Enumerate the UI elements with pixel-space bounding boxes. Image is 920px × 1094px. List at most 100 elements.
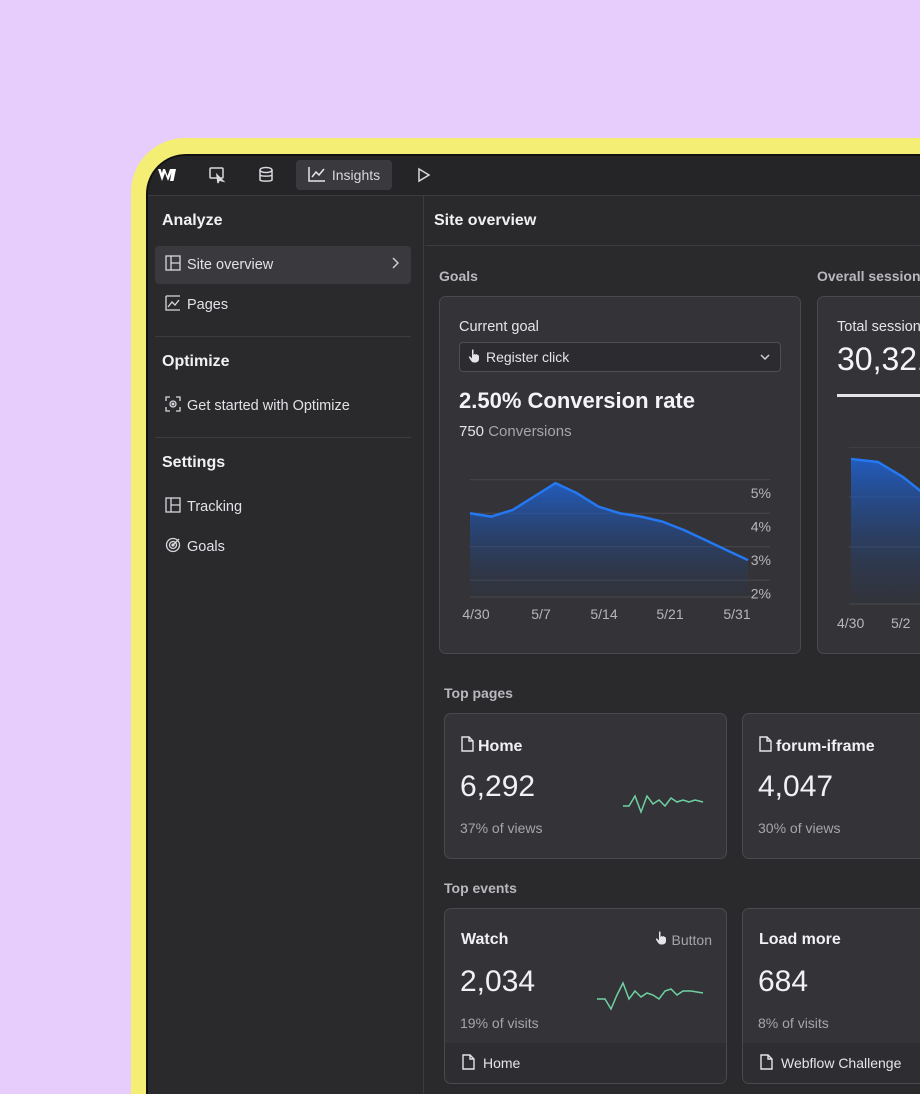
top-event-card[interactable]: Load more 684 8% of visits Webflow Chall… (742, 908, 920, 1084)
sessions-area (851, 459, 920, 604)
chart-x-tick: 5/21 (656, 606, 683, 622)
tab-insights[interactable]: Insights (296, 160, 392, 190)
chevron-right-icon (391, 257, 400, 273)
total-sessions-label: Total session (837, 319, 920, 335)
top-toolbar: Insights (148, 156, 920, 196)
event-page-name: Webflow Challenge (781, 1055, 902, 1071)
navigator-icon[interactable] (203, 160, 231, 190)
sparkline-icon (623, 794, 704, 815)
file-icon (461, 736, 474, 757)
chart-x-tick: 5/7 (531, 606, 551, 622)
conversion-rate-headline: 2.50% Conversion rate (459, 388, 695, 413)
goal-select-value: Register click (486, 349, 570, 365)
layout-icon (165, 255, 181, 275)
sidebar-heading-settings: Settings (162, 454, 226, 471)
chart-y-tick: 3% (751, 552, 771, 568)
top-page-title: Home (461, 736, 522, 757)
conversion-rate-chart: 5% 4% 3% 2% 4/30 5/7 5/14 5/21 5/31 (462, 479, 771, 622)
sidebar-item-label: Tracking (187, 499, 243, 515)
event-type-badge: Button (655, 931, 712, 948)
sessions-line (850, 457, 920, 493)
sidebar-item-label: Goals (187, 539, 225, 555)
section-label-overall-sessions: Overall session (817, 268, 920, 284)
section-label-top-events: Top events (444, 880, 517, 896)
top-event-share: 19% of visits (460, 1015, 539, 1031)
goal-icon (165, 537, 181, 557)
event-page-name: Home (483, 1055, 521, 1071)
sparkline-icon (597, 981, 704, 1011)
event-page-footer: Home (445, 1043, 726, 1083)
chart-x-tick: 5/31 (723, 606, 750, 622)
section-label-top-pages: Top pages (444, 685, 513, 701)
sidebar-item-label: Pages (187, 297, 229, 313)
top-page-views: 4,047 (758, 770, 834, 803)
file-icon (462, 1053, 475, 1073)
chart-x-tick: 4/30 (462, 606, 489, 622)
chart-y-tick: 4% (751, 518, 771, 534)
sidebar-divider (155, 437, 411, 438)
sidebar-heading-analyze: Analyze (162, 212, 223, 229)
hand-pointer-icon (468, 348, 480, 366)
sidebar-item-site-overview[interactable]: Site overview (155, 246, 411, 284)
sidebar-heading-optimize: Optimize (162, 353, 230, 370)
conversions-count: 750 (459, 423, 485, 440)
chart-y-tick: 2% (751, 585, 771, 601)
line-chart-icon (308, 166, 326, 185)
layout-icon (165, 497, 181, 517)
top-page-name: Home (478, 737, 523, 755)
hand-pointer-icon (655, 931, 667, 948)
conversion-rate-line (469, 481, 749, 562)
pages-chart-icon (165, 295, 181, 315)
file-icon (759, 736, 772, 757)
sidebar: Analyze Site overview Pages Optimize Get… (148, 196, 424, 1094)
sessions-chart (849, 447, 920, 605)
sessions-x-tick: 5/2 (891, 615, 911, 631)
top-page-views: 6,292 (460, 770, 536, 803)
chart-x-tick: 5/14 (590, 606, 617, 622)
page-title: Site overview (434, 212, 537, 229)
chart-y-tick: 5% (751, 485, 771, 501)
sidebar-item-label: Site overview (187, 257, 274, 273)
section-label-goals: Goals (439, 268, 478, 284)
conversion-rate-area (470, 483, 748, 597)
event-page-footer: Webflow Challenge (743, 1043, 920, 1083)
top-page-card[interactable]: forum-iframe 4,047 30% of views (742, 713, 920, 859)
sidebar-item-label: Get started with Optimize (187, 398, 350, 414)
webflow-logo-icon[interactable] (154, 160, 182, 190)
sidebar-divider (155, 336, 411, 337)
top-event-count: 2,034 (460, 965, 536, 998)
top-event-card[interactable]: Watch Button 2,034 19% of visits Home (444, 908, 727, 1084)
top-page-card[interactable]: Home 6,292 37% of views (444, 713, 727, 859)
sessions-card: Total session 30,321 4/30 5/2 (817, 296, 920, 654)
top-event-share: 8% of visits (758, 1015, 829, 1031)
main-header: Site overview (425, 196, 920, 246)
sidebar-item-goals[interactable]: Goals (155, 528, 411, 566)
goal-card: Current goal Register click 2.50% Conver… (439, 296, 801, 654)
top-page-name: forum-iframe (776, 737, 875, 755)
main-content: Site overview Goals Overall session Curr… (425, 196, 920, 1094)
sessions-x-tick: 4/30 (837, 615, 865, 631)
top-event-count: 684 (758, 965, 809, 998)
top-event-title: Load more (759, 931, 841, 948)
file-icon (760, 1053, 773, 1073)
sidebar-item-tracking[interactable]: Tracking (155, 488, 411, 526)
current-goal-label: Current goal (459, 319, 539, 335)
total-sessions-value: 30,321 (837, 341, 920, 377)
top-page-share: 30% of views (758, 820, 841, 836)
play-icon[interactable] (410, 160, 438, 190)
sidebar-item-pages[interactable]: Pages (155, 286, 411, 324)
conversions-summary: 750 Conversions (459, 423, 572, 440)
app-window: Insights Analyze Site overview Pages Opt… (146, 154, 920, 1094)
database-icon[interactable] (252, 160, 280, 190)
top-event-title: Watch (461, 931, 509, 948)
optimize-target-icon (165, 396, 181, 416)
chevron-down-icon (760, 351, 770, 363)
event-type-label: Button (671, 931, 712, 948)
conversions-label: Conversions (488, 423, 572, 440)
goal-select-dropdown[interactable]: Register click (459, 342, 781, 372)
top-page-share: 37% of views (460, 820, 543, 836)
top-page-title: forum-iframe (759, 736, 875, 757)
sessions-tab-indicator (837, 394, 920, 397)
sidebar-item-get-started-optimize[interactable]: Get started with Optimize (155, 387, 411, 425)
tab-insights-label: Insights (331, 167, 381, 183)
